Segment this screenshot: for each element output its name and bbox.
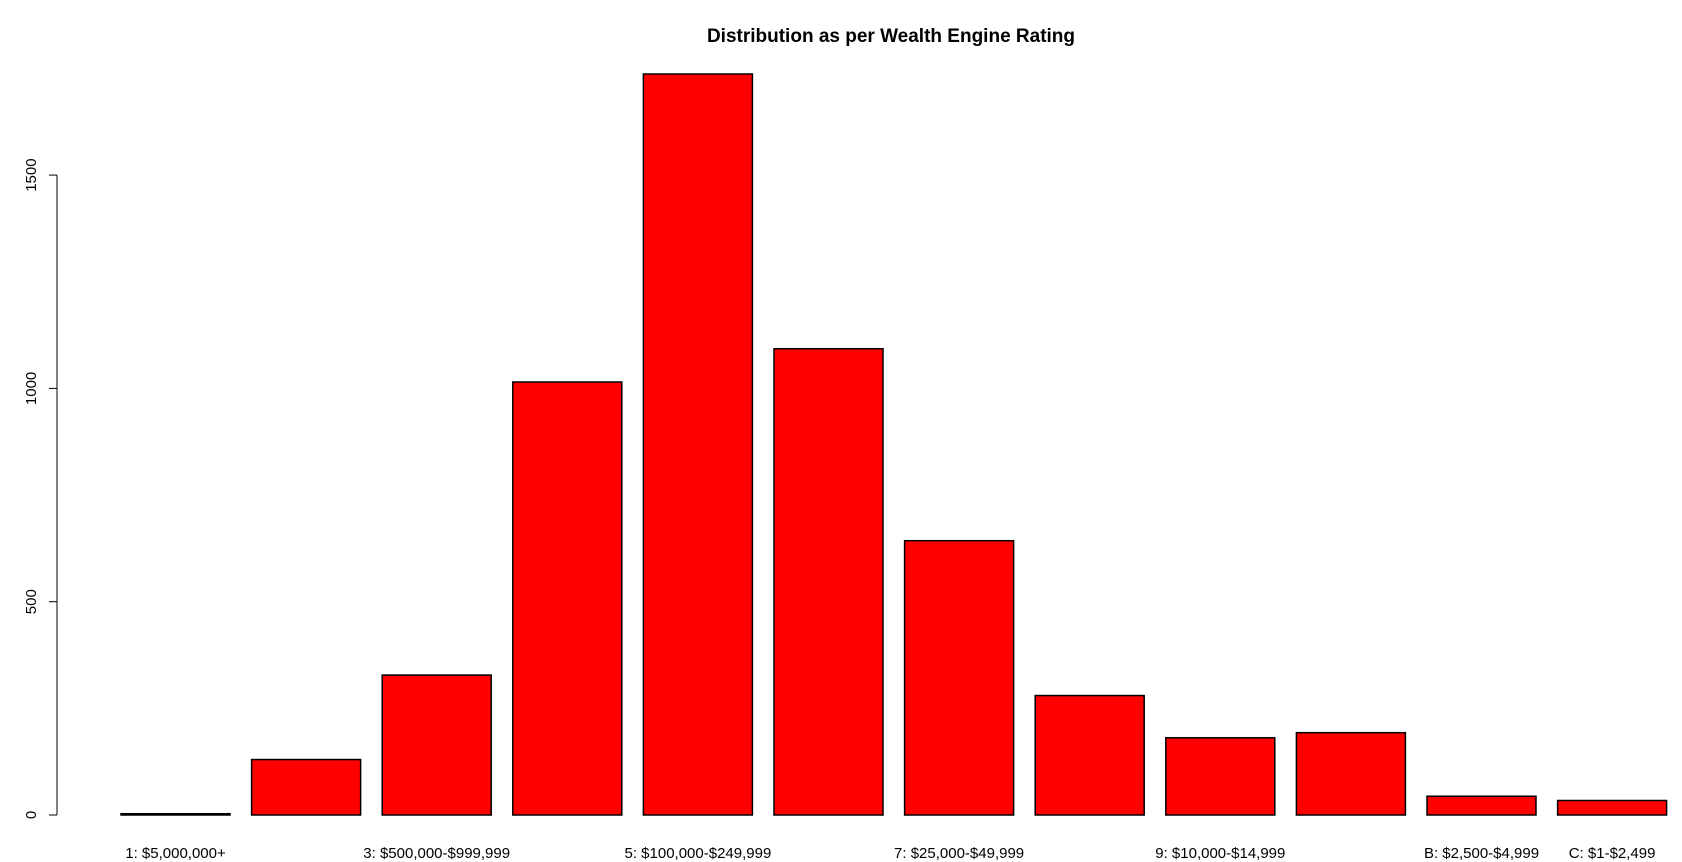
bar xyxy=(1426,795,1537,816)
x-tick-label: 1: $5,000,000+ xyxy=(125,845,226,862)
bar xyxy=(1165,737,1276,816)
bar xyxy=(1034,694,1145,816)
chart-title: Distribution as per Wealth Engine Rating xyxy=(707,26,1075,47)
bar xyxy=(512,381,623,816)
bar xyxy=(250,758,362,816)
y-tick-label: 500 xyxy=(23,589,40,614)
x-tick-label: 7: $25,000-$49,999 xyxy=(894,845,1024,862)
x-tick-label: 5: $100,000-$249,999 xyxy=(624,845,771,862)
x-tick-label: 9: $10,000-$14,999 xyxy=(1155,845,1285,862)
y-tick-label: 0 xyxy=(23,811,40,819)
bar xyxy=(120,812,231,816)
y-tick-label: 1000 xyxy=(23,372,40,405)
bar xyxy=(903,539,1015,816)
x-tick-label: 3: $500,000-$999,999 xyxy=(363,845,510,862)
x-tick-label: C: $1-$2,499 xyxy=(1569,845,1656,862)
bar xyxy=(773,347,884,816)
bar xyxy=(642,73,754,816)
y-tick-label: 1500 xyxy=(23,158,40,191)
x-tick-label: B: $2,500-$4,999 xyxy=(1424,845,1539,862)
y-axis: 0 500 1000 1500 xyxy=(23,158,58,819)
bar xyxy=(1556,799,1668,816)
x-axis-labels: 1: $5,000,000+ 3: $500,000-$999,999 5: $10… xyxy=(125,845,1655,862)
bar xyxy=(381,674,492,816)
bars xyxy=(120,73,1668,816)
bar xyxy=(1295,731,1407,816)
